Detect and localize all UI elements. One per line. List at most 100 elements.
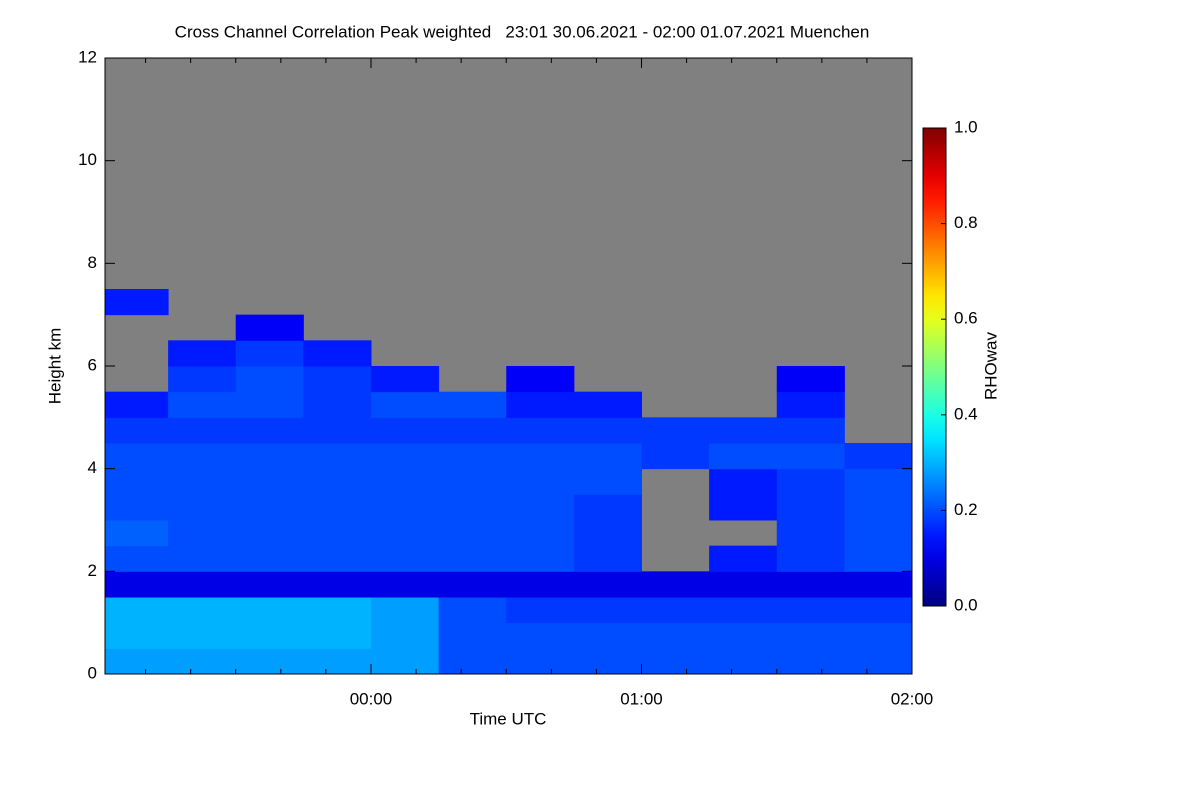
heatmap-cell — [105, 417, 169, 444]
heatmap-cell — [303, 545, 372, 572]
heatmap-cell — [776, 520, 845, 547]
heatmap-cell — [370, 648, 440, 675]
heatmap-cell — [235, 366, 304, 393]
heatmap-cell — [641, 597, 710, 624]
y-tick-label: 6 — [88, 355, 97, 374]
heatmap-cell — [709, 468, 778, 495]
heatmap-cell — [303, 417, 372, 444]
colorbar-tick-label: 0.2 — [954, 500, 978, 519]
heatmap-cell — [168, 417, 237, 444]
heatmap-cell — [370, 571, 440, 598]
heatmap-cell — [303, 443, 372, 470]
heatmap-cell — [235, 340, 304, 367]
heatmap-cell — [844, 494, 913, 521]
heatmap-cell — [370, 391, 440, 418]
heatmap-cell — [235, 443, 304, 470]
heatmap-cell — [573, 443, 642, 470]
heatmap-cell — [168, 622, 237, 649]
heatmap-cell — [303, 494, 372, 521]
heatmap-cell — [709, 622, 778, 649]
heatmap-cell — [303, 648, 372, 675]
colorbar-label: RHOwav — [981, 331, 1000, 400]
heatmap-cell — [709, 443, 778, 470]
y-tick-label: 0 — [88, 663, 97, 682]
heatmap-cell — [506, 545, 575, 572]
heatmap-cell — [844, 545, 913, 572]
heatmap-cell — [573, 648, 642, 675]
heatmap-cell — [776, 443, 845, 470]
heatmap-cell — [235, 597, 304, 624]
y-tick-label: 4 — [88, 458, 97, 477]
heatmap-cell — [168, 520, 237, 547]
heatmap-cell — [506, 468, 575, 495]
heatmap-cell — [709, 597, 778, 624]
heatmap-cell — [506, 391, 575, 418]
heatmap-cell — [168, 597, 237, 624]
heatmap-cell — [438, 391, 507, 418]
heatmap-cell — [303, 597, 372, 624]
heatmap-cell — [105, 391, 169, 418]
heatmap-cell — [105, 289, 169, 316]
heatmap-cell — [303, 622, 372, 649]
heatmap-cell — [235, 520, 304, 547]
heatmap-cell — [573, 597, 642, 624]
heatmap-cell — [168, 443, 237, 470]
heatmap-cell — [438, 545, 507, 572]
heatmap-cell — [573, 468, 642, 495]
heatmap-cell — [303, 468, 372, 495]
heatmap-cell — [438, 417, 507, 444]
heatmap-cell — [168, 494, 237, 521]
heatmap-cell — [370, 443, 440, 470]
heatmap-cell — [506, 417, 575, 444]
heatmap-cell — [844, 520, 913, 547]
heatmap-cell — [506, 443, 575, 470]
heatmap-cell — [844, 468, 913, 495]
heatmap-cell — [709, 571, 778, 598]
heatmap-cell — [641, 622, 710, 649]
colorbar-tick-label: 0.8 — [954, 213, 978, 232]
heatmap-cell — [641, 417, 710, 444]
heatmap-cell — [506, 494, 575, 521]
heatmap-cell — [303, 520, 372, 547]
x-tick-label: 01:00 — [620, 689, 663, 708]
heatmap-cell — [438, 648, 507, 675]
colorbar-tick-label: 1.0 — [954, 117, 978, 136]
y-axis-label: Height km — [45, 328, 64, 405]
heatmap-cell — [844, 571, 913, 598]
heatmap-cell — [641, 648, 710, 675]
heatmap-cell — [235, 545, 304, 572]
heatmap-cell — [776, 391, 845, 418]
heatmap-cell — [168, 545, 237, 572]
heatmap-cell — [105, 571, 169, 598]
y-tick-label: 8 — [88, 253, 97, 272]
heatmap-cell — [573, 391, 642, 418]
heatmap-cell — [438, 468, 507, 495]
heatmap-cell — [573, 494, 642, 521]
heatmap-cell — [235, 417, 304, 444]
heatmap-cell — [641, 571, 710, 598]
heatmap-cell — [709, 648, 778, 675]
heatmap-cell — [573, 622, 642, 649]
heatmap-cell — [370, 597, 440, 624]
heatmap-cell — [438, 494, 507, 521]
heatmap-cell — [235, 622, 304, 649]
heatmap-cell — [105, 597, 169, 624]
heatmap-cell — [370, 468, 440, 495]
heatmap-cell — [844, 622, 913, 649]
heatmap-cell — [776, 597, 845, 624]
heatmap-cell — [105, 622, 169, 649]
heatmap-cell — [776, 545, 845, 572]
colorbar-tick-label: 0.6 — [954, 309, 978, 328]
heatmap-cell — [506, 366, 575, 393]
heatmap-cell — [776, 417, 845, 444]
heatmap-cell — [235, 571, 304, 598]
y-tick-label: 2 — [88, 561, 97, 580]
heatmap-cell — [105, 545, 169, 572]
colorbar — [922, 127, 947, 607]
heatmap-cell — [709, 417, 778, 444]
heatmap-cell — [506, 622, 575, 649]
heatmap-cell — [370, 622, 440, 649]
heatmap-cell — [235, 391, 304, 418]
heatmap-cell — [105, 520, 169, 547]
